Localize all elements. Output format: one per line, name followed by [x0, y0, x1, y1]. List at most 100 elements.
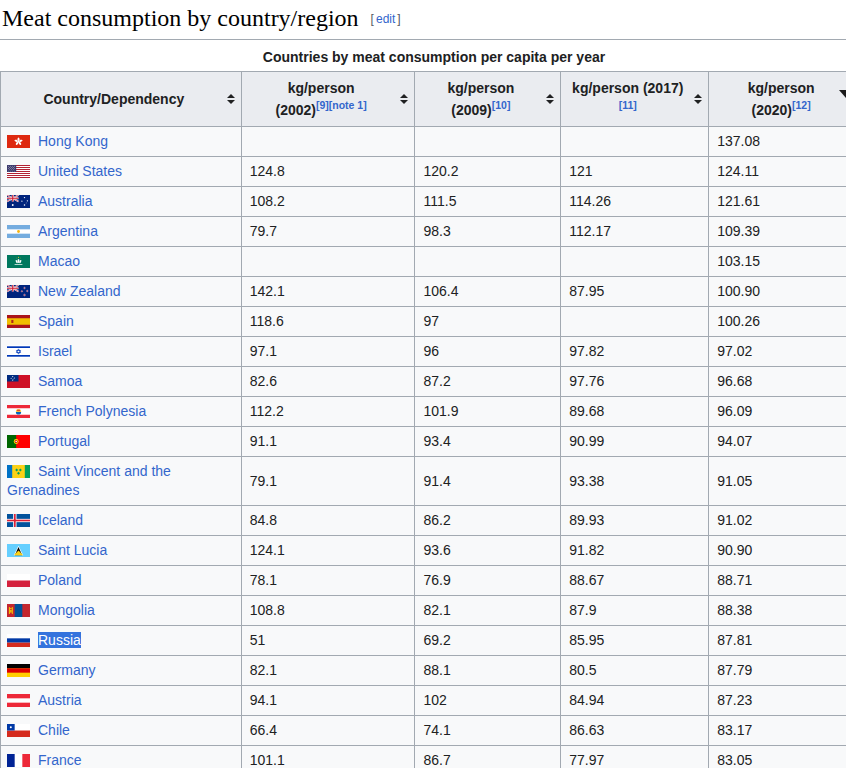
- value-cell-kg2009: 74.1: [415, 716, 561, 746]
- column-header-line: (2009)[10]: [421, 99, 540, 121]
- value-cell-kg2017: 87.95: [561, 277, 709, 307]
- table-row: Portugal91.193.490.9994.07: [1, 427, 846, 457]
- value-cell-kg2020: 94.07: [709, 427, 846, 457]
- reference-link[interactable]: [9]: [316, 99, 329, 111]
- country-link[interactable]: Portugal: [38, 433, 90, 449]
- country-link[interactable]: Macao: [38, 253, 80, 269]
- country-link[interactable]: United States: [38, 163, 122, 179]
- edit-section: [edit]: [371, 12, 401, 26]
- country-link[interactable]: France: [38, 752, 82, 768]
- page: Meat consumption by country/region[edit]…: [0, 0, 846, 768]
- column-header-line: (2020)[12]: [715, 99, 846, 121]
- israel-flag-icon: [7, 345, 30, 358]
- table-row: Israel97.19697.8297.02: [1, 337, 846, 367]
- country-link[interactable]: Russia: [38, 632, 81, 648]
- country-link[interactable]: Austria: [38, 692, 82, 708]
- table-row: Australia108.2111.5114.26121.61: [1, 187, 846, 217]
- value-cell-kg2020: 137.08: [709, 127, 846, 157]
- country-cell: Mongolia: [1, 596, 242, 626]
- table-row: Iceland84.886.289.9391.02: [1, 506, 846, 536]
- sort-descending-icon: [839, 90, 846, 98]
- country-cell: Iceland: [1, 506, 242, 536]
- mongolia-flag-icon: [7, 604, 30, 617]
- table-wrap: Countries by meat consumption per capita…: [0, 40, 846, 768]
- country-link[interactable]: Saint Lucia: [38, 542, 107, 558]
- value-cell-kg2020: 96.09: [709, 397, 846, 427]
- country-link[interactable]: Australia: [38, 193, 92, 209]
- country-name: Austria: [38, 692, 82, 708]
- table-row: Argentina79.798.3112.17109.39: [1, 217, 846, 247]
- country-link[interactable]: Germany: [38, 662, 96, 678]
- table-row: Saint Lucia124.193.691.8290.90: [1, 536, 846, 566]
- country-link[interactable]: Iceland: [38, 512, 83, 528]
- value-cell-kg2017: 84.94: [561, 686, 709, 716]
- country-name: Australia: [38, 193, 92, 209]
- country-cell: Australia: [1, 187, 242, 217]
- column-header-line: kg/person: [248, 77, 395, 99]
- value-cell-kg2017: 90.99: [561, 427, 709, 457]
- value-cell-kg2020: 121.61: [709, 187, 846, 217]
- value-cell-kg2009: 101.9: [415, 397, 561, 427]
- country-link[interactable]: Poland: [38, 572, 82, 588]
- value-cell-kg2002: 82.1: [241, 656, 415, 686]
- iceland-flag-icon: [7, 514, 30, 527]
- value-cell-kg2002: 78.1: [241, 566, 415, 596]
- value-cell-kg2017: 97.76: [561, 367, 709, 397]
- country-link[interactable]: Argentina: [38, 223, 98, 239]
- sort-icon: [694, 94, 702, 104]
- country-name: Germany: [38, 662, 96, 678]
- value-cell-kg2017: 89.93: [561, 506, 709, 536]
- value-cell-kg2020: 100.90: [709, 277, 846, 307]
- column-header-line: (2002)[9][note 1]: [248, 99, 395, 121]
- sort-icon: [227, 94, 235, 104]
- country-link[interactable]: Spain: [38, 313, 74, 329]
- column-label: kg/person: [288, 80, 355, 96]
- country-link[interactable]: French Polynesia: [38, 403, 146, 419]
- value-cell-kg2002: [241, 247, 415, 277]
- sort-icon: [400, 94, 408, 104]
- edit-link[interactable]: edit: [374, 12, 397, 26]
- value-cell-kg2020: 87.79: [709, 656, 846, 686]
- value-cell-kg2009: 98.3: [415, 217, 561, 247]
- reference-link[interactable]: [10]: [492, 99, 511, 111]
- column-header-kg2017[interactable]: kg/person (2017)[11]: [561, 72, 709, 127]
- column-header-country[interactable]: Country/Dependency: [1, 72, 242, 127]
- country-link[interactable]: Chile: [38, 722, 70, 738]
- value-cell-kg2002: 91.1: [241, 427, 415, 457]
- value-cell-kg2017: 93.38: [561, 457, 709, 506]
- value-cell-kg2017: 91.82: [561, 536, 709, 566]
- reference-link[interactable]: [11]: [619, 99, 637, 111]
- table-row: Austria94.110284.9487.23: [1, 686, 846, 716]
- country-cell: United States: [1, 157, 242, 187]
- country-name: Saint Lucia: [38, 542, 107, 558]
- country-link[interactable]: Mongolia: [38, 602, 95, 618]
- column-header-kg2020[interactable]: kg/person(2020)[12]: [709, 72, 846, 127]
- value-cell-kg2002: 97.1: [241, 337, 415, 367]
- value-cell-kg2020: 96.68: [709, 367, 846, 397]
- column-header-kg2009[interactable]: kg/person(2009)[10]: [415, 72, 561, 127]
- reference-link[interactable]: [note 1]: [329, 99, 367, 111]
- argentina-flag-icon: [7, 225, 30, 238]
- table-body: Hong Kong 137.08United States124.8120.212…: [1, 127, 846, 768]
- country-link[interactable]: Saint Vincent and the Grenadines: [7, 463, 171, 498]
- country-name: Iceland: [38, 512, 83, 528]
- country-link[interactable]: Israel: [38, 343, 72, 359]
- value-cell-kg2017: 114.26: [561, 187, 709, 217]
- column-label: (2002): [275, 102, 315, 118]
- country-cell: Macao: [1, 247, 242, 277]
- french-polynesia-flag-icon: [7, 405, 30, 418]
- country-name: Samoa: [38, 373, 82, 389]
- country-name-selected: Russia: [38, 632, 81, 648]
- table-row: United States124.8120.2121124.11: [1, 157, 846, 187]
- value-cell-kg2009: 93.6: [415, 536, 561, 566]
- column-header-kg2002[interactable]: kg/person (2002)[9][note 1]: [241, 72, 415, 127]
- value-cell-kg2009: 106.4: [415, 277, 561, 307]
- reference-link[interactable]: [12]: [792, 99, 811, 111]
- country-name: Portugal: [38, 433, 90, 449]
- country-link[interactable]: Samoa: [38, 373, 82, 389]
- country-name: Hong Kong: [38, 133, 108, 149]
- value-cell-kg2017: 89.68: [561, 397, 709, 427]
- country-name: Saint Vincent and the Grenadines: [7, 463, 171, 498]
- country-link[interactable]: Hong Kong: [38, 133, 108, 149]
- country-link[interactable]: New Zealand: [38, 283, 121, 299]
